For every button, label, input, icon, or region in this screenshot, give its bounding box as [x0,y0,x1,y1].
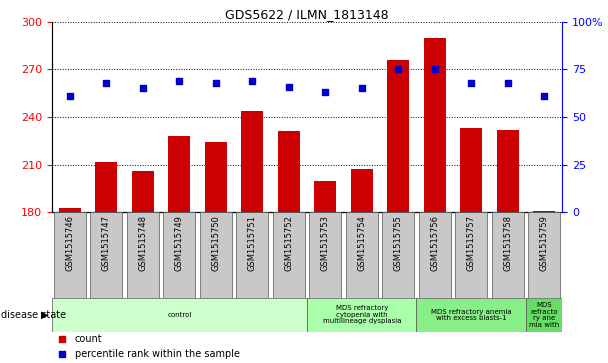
FancyBboxPatch shape [455,212,487,298]
FancyBboxPatch shape [91,212,122,298]
Point [57,351,67,357]
Text: GSM1515754: GSM1515754 [358,215,366,271]
Text: MDS refractory anemia
with excess blasts-1: MDS refractory anemia with excess blasts… [431,309,511,321]
FancyBboxPatch shape [526,298,562,332]
Bar [168,136,190,212]
Text: GSM1515750: GSM1515750 [212,215,220,271]
Text: GSM1515747: GSM1515747 [102,215,111,271]
FancyBboxPatch shape [309,212,341,298]
Bar [205,143,227,212]
Text: GSM1515756: GSM1515756 [430,215,439,271]
Point [174,78,184,84]
FancyBboxPatch shape [528,212,560,298]
Bar [460,128,482,212]
FancyBboxPatch shape [237,212,268,298]
Text: GSM1515751: GSM1515751 [248,215,257,271]
Text: GSM1515755: GSM1515755 [394,215,402,271]
Point [247,78,257,84]
Text: GSM1515758: GSM1515758 [503,215,512,271]
FancyBboxPatch shape [307,298,416,332]
Bar [533,211,555,212]
Bar [241,111,263,212]
Text: GSM1515752: GSM1515752 [285,215,293,271]
FancyBboxPatch shape [346,212,378,298]
FancyBboxPatch shape [164,212,195,298]
FancyBboxPatch shape [419,212,451,298]
Text: GSM1515757: GSM1515757 [467,215,475,271]
FancyBboxPatch shape [52,298,307,332]
Point [320,89,330,95]
Text: ▶: ▶ [41,310,49,320]
Bar [387,60,409,212]
FancyBboxPatch shape [200,212,232,298]
FancyBboxPatch shape [416,298,526,332]
Text: GSM1515753: GSM1515753 [321,215,330,271]
Point [503,80,513,86]
Point [466,80,476,86]
FancyBboxPatch shape [492,212,523,298]
FancyBboxPatch shape [273,212,305,298]
Point [138,86,148,91]
Text: GSM1515746: GSM1515746 [66,215,74,271]
Point [211,80,221,86]
Point [430,66,440,72]
Text: disease state: disease state [1,310,66,320]
Bar [59,208,81,212]
FancyBboxPatch shape [127,212,159,298]
Bar [95,162,117,212]
Text: MDS refractory
cytopenia with
multilineage dysplasia: MDS refractory cytopenia with multilinea… [322,305,401,325]
Text: count: count [75,334,102,344]
Bar [424,38,446,212]
Point [393,66,403,72]
Point [57,336,67,342]
Text: MDS
refracto
ry ane
mia with: MDS refracto ry ane mia with [529,302,559,328]
Text: GSM1515748: GSM1515748 [139,215,147,271]
FancyBboxPatch shape [54,212,86,298]
Point [65,93,75,99]
Bar [351,170,373,212]
Bar [314,181,336,212]
Bar [132,171,154,212]
Title: GDS5622 / ILMN_1813148: GDS5622 / ILMN_1813148 [225,8,389,21]
Point [102,80,111,86]
Text: GSM1515749: GSM1515749 [175,215,184,271]
FancyBboxPatch shape [382,212,414,298]
Point [539,93,549,99]
Bar [497,130,519,212]
Text: control: control [167,312,192,318]
Point [357,86,367,91]
Point [284,84,294,90]
Bar [278,131,300,212]
Text: GSM1515759: GSM1515759 [540,215,548,271]
Text: percentile rank within the sample: percentile rank within the sample [75,349,240,359]
